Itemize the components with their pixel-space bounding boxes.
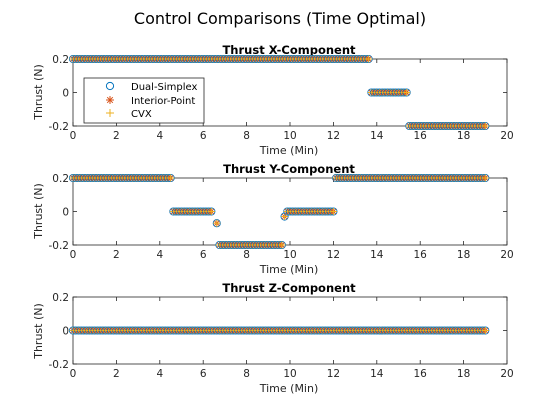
legend-circle-marker bbox=[105, 81, 115, 91]
x-tick-label: 2 bbox=[113, 130, 120, 142]
point-cvx bbox=[278, 241, 286, 249]
x-tick-label: 10 bbox=[283, 368, 296, 380]
point-dual-simplex bbox=[329, 207, 338, 216]
x-tick-label: 12 bbox=[327, 130, 340, 142]
x-tick-label: 4 bbox=[156, 130, 163, 142]
x-tick-label: 20 bbox=[500, 249, 513, 261]
y-axis-label-y: Thrust (N) bbox=[32, 183, 45, 240]
x-tick-label: 12 bbox=[327, 368, 340, 380]
point-dual-simplex bbox=[481, 121, 490, 131]
point-dual-simplex bbox=[364, 54, 373, 64]
y-tick-label: 0 bbox=[62, 326, 69, 338]
data-points bbox=[68, 173, 490, 250]
x-tick-label: 2 bbox=[113, 249, 120, 261]
point-dual-simplex bbox=[166, 173, 175, 183]
data-points bbox=[68, 326, 490, 335]
x-tick-label: 10 bbox=[283, 249, 296, 261]
point-dual-simplex bbox=[212, 219, 221, 228]
x-tick-label: 16 bbox=[414, 368, 428, 380]
legend-asterisk-marker bbox=[106, 96, 114, 104]
legend: Dual-Simplex Interior-Point CVX bbox=[83, 77, 205, 124]
legend-label-dual-simplex: Dual-Simplex bbox=[131, 82, 198, 93]
x-tick-label: 4 bbox=[156, 368, 163, 380]
point-cvx bbox=[481, 327, 489, 334]
x-tick-label: 14 bbox=[370, 130, 384, 142]
x-tick-label: 0 bbox=[70, 249, 77, 261]
data-points bbox=[68, 54, 490, 131]
x-tick-label: 14 bbox=[370, 368, 384, 380]
x-tick-label: 14 bbox=[370, 249, 384, 261]
legend-item-dual-simplex: Dual-Simplex bbox=[105, 81, 198, 93]
panel-thrust-y: Thrust Y-Component Time (Min) Thrust (N)… bbox=[32, 162, 514, 276]
x-tick-label: 6 bbox=[200, 368, 207, 380]
x-axis-label-z: Time (Min) bbox=[259, 382, 319, 395]
panel-thrust-z: Thrust Z-Component Time (Min) Thrust (N)… bbox=[32, 281, 514, 395]
x-tick-label: 6 bbox=[200, 249, 207, 261]
x-tick-label: 10 bbox=[283, 130, 296, 142]
point-dual-simplex bbox=[280, 212, 289, 221]
y-tick-label: -0.2 bbox=[49, 240, 70, 252]
panel-title-y: Thrust Y-Component bbox=[223, 162, 355, 176]
x-tick-label: 16 bbox=[414, 130, 428, 142]
point-cvx bbox=[481, 122, 489, 130]
legend-item-interior-point: Interior-Point bbox=[106, 96, 195, 107]
legend-label-interior-point: Interior-Point bbox=[131, 96, 195, 107]
y-tick-label: 0.2 bbox=[52, 292, 69, 304]
point-cvx bbox=[167, 174, 175, 182]
x-tick-label: 4 bbox=[156, 249, 163, 261]
x-tick-label: 0 bbox=[70, 130, 77, 142]
x-axis-label-x: Time (Min) bbox=[259, 144, 319, 157]
x-tick-label: 20 bbox=[500, 368, 513, 380]
x-axis-label-y: Time (Min) bbox=[259, 263, 319, 276]
y-axis-label-x: Thrust (N) bbox=[32, 64, 45, 121]
x-tick-label: 12 bbox=[327, 249, 340, 261]
legend-label-cvx: CVX bbox=[131, 109, 152, 120]
x-tick-label: 20 bbox=[500, 130, 513, 142]
point-dual-simplex bbox=[207, 207, 216, 216]
y-tick-label: 0.2 bbox=[52, 173, 69, 185]
x-tick-label: 18 bbox=[457, 249, 470, 261]
y-tick-label: -0.2 bbox=[49, 359, 70, 371]
x-tick-label: 16 bbox=[414, 249, 428, 261]
x-tick-label: 6 bbox=[200, 130, 207, 142]
panel-title-x: Thrust X-Component bbox=[222, 43, 356, 57]
legend-plus-marker bbox=[106, 109, 114, 117]
y-tick-label: 0 bbox=[62, 88, 69, 100]
point-cvx bbox=[207, 208, 215, 215]
x-tick-label: 18 bbox=[457, 368, 470, 380]
point-dual-simplex bbox=[481, 326, 490, 335]
x-tick-label: 0 bbox=[70, 368, 77, 380]
y-tick-label: -0.2 bbox=[49, 121, 70, 133]
legend-box bbox=[83, 77, 205, 124]
x-tick-label: 8 bbox=[243, 368, 250, 380]
x-tick-label: 2 bbox=[113, 368, 120, 380]
point-cvx bbox=[481, 174, 489, 182]
point-cvx bbox=[365, 55, 373, 63]
point-dual-simplex bbox=[481, 173, 490, 183]
x-tick-label: 18 bbox=[457, 130, 470, 142]
point-cvx bbox=[403, 89, 411, 96]
y-tick-label: 0 bbox=[62, 207, 69, 219]
point-cvx bbox=[329, 208, 337, 215]
y-tick-label: 0.2 bbox=[52, 54, 69, 66]
point-dual-simplex bbox=[402, 88, 411, 97]
panel-title-z: Thrust Z-Component bbox=[222, 281, 356, 295]
point-cvx bbox=[213, 219, 221, 227]
legend-item-cvx: CVX bbox=[106, 109, 152, 120]
figure-title: Control Comparisons (Time Optimal) bbox=[134, 9, 426, 28]
x-tick-label: 8 bbox=[243, 249, 250, 261]
x-tick-label: 8 bbox=[243, 130, 250, 142]
y-axis-label-z: Thrust (N) bbox=[32, 303, 45, 360]
point-dual-simplex bbox=[277, 240, 286, 250]
